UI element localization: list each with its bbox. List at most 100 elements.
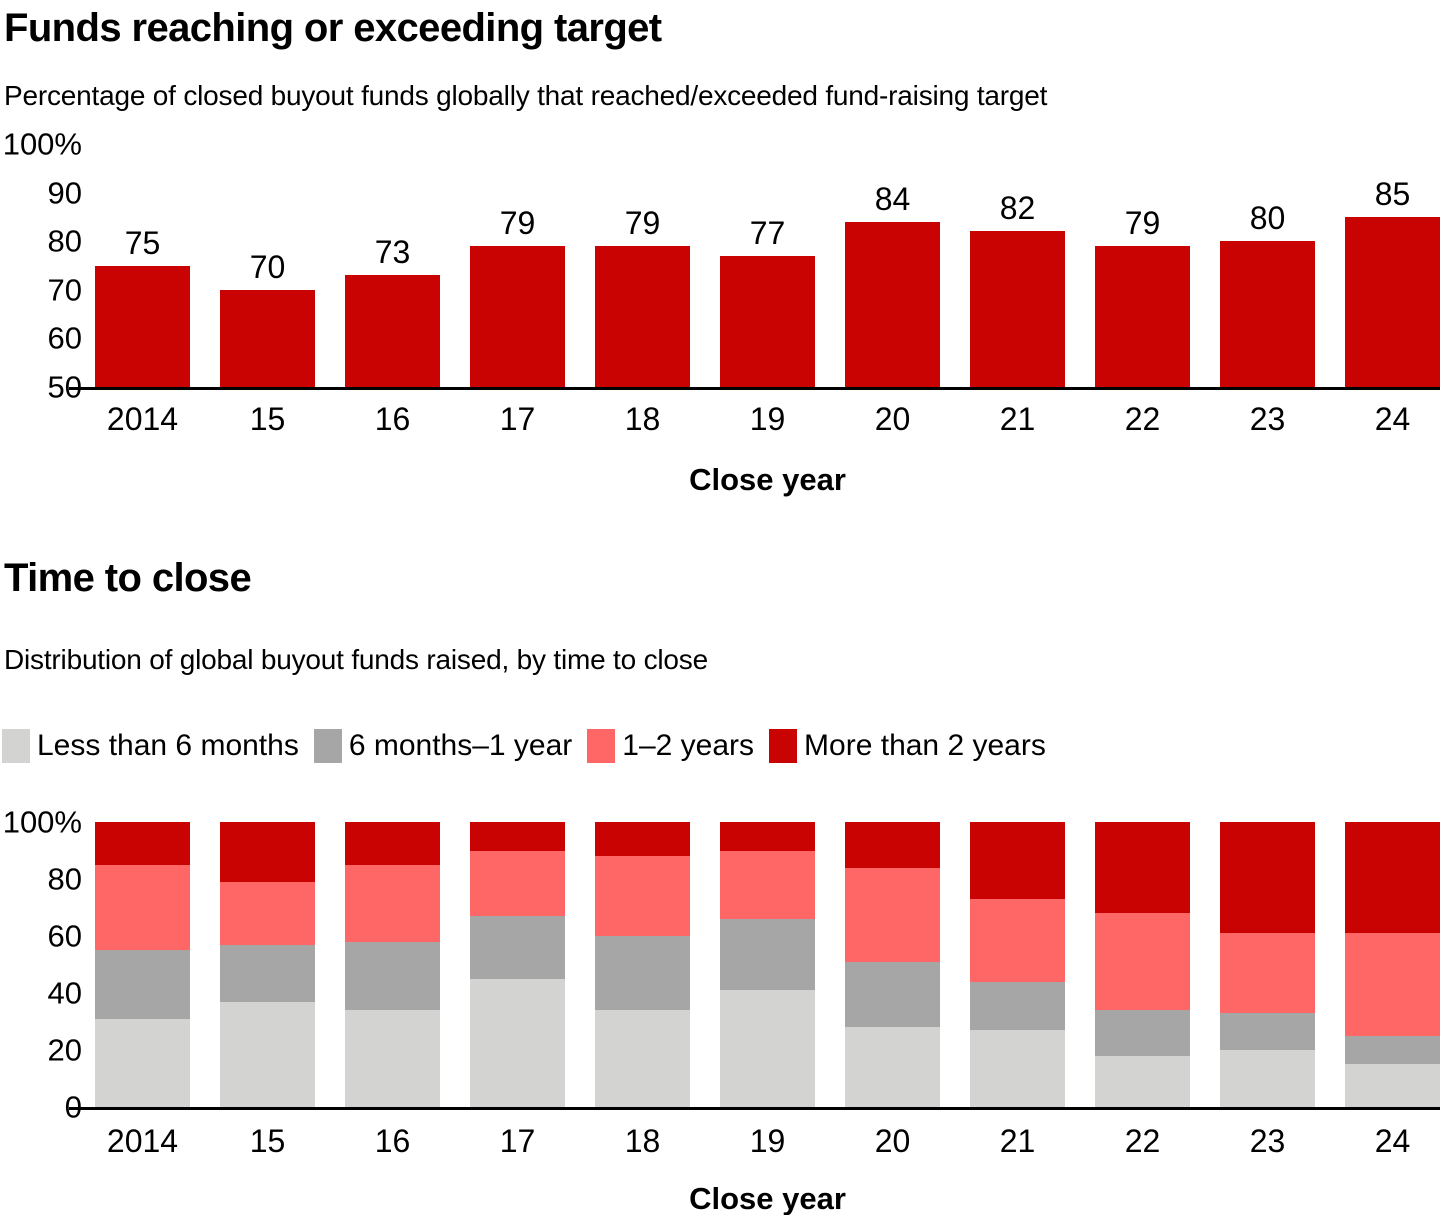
legend-swatch-6-months-1-year (313, 729, 342, 763)
y-axis: 100%806040200 (0, 807, 82, 1123)
x-axis-tick-label: 17 (499, 1123, 536, 1159)
x-axis-tick-label: 16 (374, 1123, 411, 1159)
bar-value-label: 79 (499, 205, 536, 242)
bar-column-21: 82 (970, 144, 1065, 387)
bar-segment-6-months-1-year (845, 961, 940, 1028)
bar-column-16 (345, 822, 440, 1107)
bar-value-label: 79 (624, 205, 661, 242)
bar-segment-6-months-1-year (95, 950, 190, 1019)
x-axis-tick-label: 15 (249, 1123, 286, 1159)
bar-segment-less-than-6-months (1095, 1055, 1190, 1107)
bar-segment-6-months-1-year (220, 944, 315, 1002)
bar (1345, 216, 1440, 387)
bar-column-2014: 75 (95, 144, 190, 387)
bar-segment-more-than-2-years (1095, 822, 1190, 914)
bar-segment-more-than-2-years (970, 822, 1065, 899)
bars-container: 75 70 73 79 79 77 84 82 79 80 85 (95, 144, 1440, 387)
bar-segment-1-2-years (220, 881, 315, 945)
x-axis-tick-label: 2014 (106, 1123, 179, 1159)
bar-value-label: 80 (1249, 200, 1286, 237)
bar-column-18 (595, 822, 690, 1107)
y-axis-tick-label: 100% (2, 804, 82, 840)
bar-column-20 (845, 822, 940, 1107)
y-axis-tick-label: 100% (2, 126, 82, 162)
x-axis-tick-label: 22 (1124, 401, 1161, 437)
bar-segment-1-2-years (470, 850, 565, 917)
bar-value-label: 84 (874, 180, 911, 217)
bar-segment-more-than-2-years (595, 822, 690, 857)
x-axis-labels: 2014 15 16 17 18 19 20 21 22 23 24 (95, 401, 1440, 437)
bar-segment-less-than-6-months (345, 1010, 440, 1107)
x-axis-tick-label: 16 (374, 401, 411, 437)
x-axis-title: Close year (689, 462, 846, 497)
y-axis-tick-label: 90 (47, 175, 82, 211)
bar-segment-more-than-2-years (845, 822, 940, 868)
bar-value-label: 85 (1374, 175, 1411, 212)
x-axis-line (69, 1107, 1440, 1110)
bar-segment-less-than-6-months (95, 1018, 190, 1107)
bar-segment-6-months-1-year (470, 916, 565, 979)
bar-column-19 (720, 822, 815, 1107)
bar-segment-1-2-years (720, 850, 815, 919)
bar-segment-6-months-1-year (970, 981, 1065, 1031)
bar (470, 246, 565, 387)
legend-item-6-months-1-year: 6 months–1 year (313, 729, 573, 763)
legend-label: 1–2 years (622, 729, 755, 762)
x-axis-tick-label: 20 (874, 1123, 911, 1159)
bar-segment-1-2-years (1095, 913, 1190, 1011)
bar-column-15: 70 (220, 144, 315, 387)
bar-segment-1-2-years (845, 867, 940, 962)
bar-column-24: 85 (1345, 144, 1440, 387)
x-axis-tick-label: 18 (624, 1123, 661, 1159)
bar-segment-6-months-1-year (720, 918, 815, 991)
legend-label: Less than 6 months (37, 729, 299, 762)
y-axis-tick-label: 70 (47, 272, 82, 308)
legend-item-more-than-2-years: More than 2 years (769, 729, 1046, 763)
bar (845, 221, 940, 387)
chart-subtitle: Distribution of global buyout funds rais… (4, 644, 708, 675)
x-axis-tick-label: 15 (249, 401, 286, 437)
plot-area (69, 822, 1440, 1110)
plot-area: 75 70 73 79 79 77 84 82 79 80 85 (69, 144, 1440, 390)
x-axis-tick-label: 22 (1124, 1123, 1161, 1159)
x-axis-tick-label: 24 (1374, 401, 1411, 437)
legend-label: 6 months–1 year (348, 729, 573, 762)
x-axis-tick-label: 17 (499, 401, 536, 437)
y-axis-tick-label: 80 (47, 223, 82, 259)
x-axis-line (69, 387, 1440, 390)
bar-column-24 (1345, 822, 1440, 1107)
bar-segment-less-than-6-months (220, 1001, 315, 1107)
bar-segment-6-months-1-year (1095, 1010, 1190, 1056)
bar (220, 289, 315, 387)
bar-segment-less-than-6-months (595, 1010, 690, 1107)
bar-segment-1-2-years (95, 864, 190, 951)
bar-segment-more-than-2-years (345, 822, 440, 865)
legend: Less than 6 months 6 months–1 year 1–2 yea… (2, 729, 1046, 763)
chart-title: Funds reaching or exceeding target (4, 6, 662, 50)
bar-column-17: 79 (470, 144, 565, 387)
bar-value-label: 79 (1124, 205, 1161, 242)
bar-segment-1-2-years (970, 898, 1065, 982)
bar-segment-6-months-1-year (595, 936, 690, 1011)
bar-segment-less-than-6-months (1220, 1050, 1315, 1107)
bar-segment-less-than-6-months (470, 978, 565, 1107)
x-axis-tick-label: 21 (999, 1123, 1036, 1159)
legend-item-1-2-years: 1–2 years (587, 729, 754, 763)
bar (95, 265, 190, 387)
x-axis-tick-label: 23 (1249, 401, 1286, 437)
bar-segment-more-than-2-years (470, 822, 565, 851)
bar-segment-1-2-years (345, 864, 440, 942)
bar-segment-1-2-years (1220, 933, 1315, 1013)
bar (345, 275, 440, 387)
x-axis-tick-label: 20 (874, 401, 911, 437)
bar-column-22: 79 (1095, 144, 1190, 387)
bar (970, 231, 1065, 387)
x-axis-labels: 2014 15 16 17 18 19 20 21 22 23 24 (95, 1123, 1440, 1159)
bar-segment-less-than-6-months (845, 1027, 940, 1107)
bar (1220, 241, 1315, 387)
x-axis-title: Close year (689, 1181, 846, 1215)
bar (720, 255, 815, 387)
bar-column-19: 77 (720, 144, 815, 387)
bar-column-21 (970, 822, 1065, 1107)
